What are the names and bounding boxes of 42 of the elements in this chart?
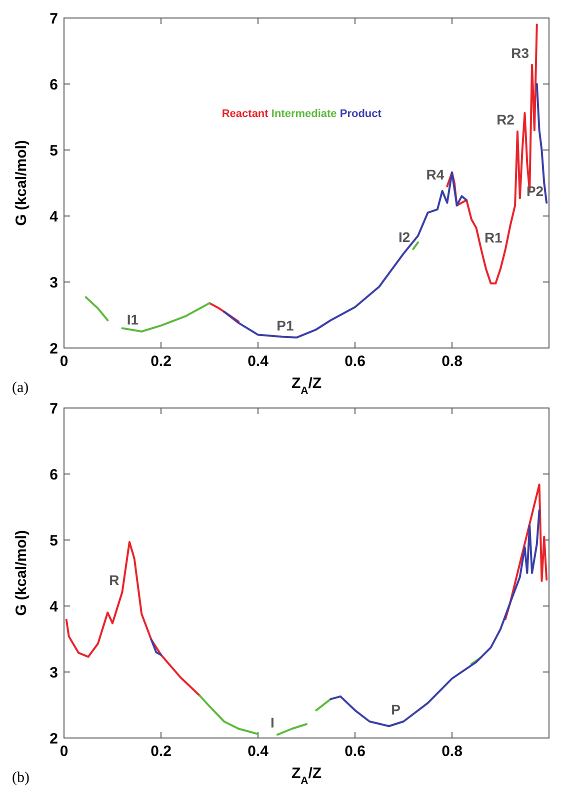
y-tick-label: 4: [50, 208, 59, 226]
annotation: P1: [276, 317, 294, 334]
y-axis-title: G (kcal/mol): [13, 530, 30, 616]
y-tick-label: 5: [50, 142, 58, 160]
x-axis-title: Z$_{A}$/Z: [291, 765, 322, 787]
annotation: R1: [484, 230, 503, 246]
y-tick-label: 6: [50, 466, 58, 484]
y-tick-label: 6: [50, 76, 58, 94]
text: (b): [12, 770, 30, 786]
x-tick-label: 0.6: [344, 743, 366, 760]
y-tick-label: 5: [50, 532, 58, 550]
x-tick-label: 0.2: [150, 353, 172, 370]
y-tick-label: 2: [50, 730, 58, 748]
x-tick-label: 0.8: [442, 353, 462, 370]
y-tick-label: 3: [50, 664, 58, 682]
y-axis-title: G (kcal/mol): [13, 140, 30, 226]
annotation: P2: [526, 182, 544, 199]
x-tick-label: 0.4: [248, 743, 270, 760]
y-tick-label: 7: [50, 400, 58, 418]
annotation: I1: [126, 312, 139, 328]
annotation: R2: [496, 112, 515, 128]
x-tick-label: 0: [60, 353, 68, 370]
x-tick-label: 0.6: [344, 353, 366, 370]
annotation: R: [109, 572, 120, 588]
x-tick-label: 0: [60, 743, 68, 760]
y-tick-label: 2: [50, 340, 58, 358]
x-tick-label: 0.4: [248, 353, 270, 370]
y-tick-label: 4: [50, 598, 59, 616]
annotation: I: [270, 714, 274, 731]
text: Intermediate: [268, 108, 337, 120]
text: Product: [336, 108, 382, 120]
y-tick-label: 3: [50, 274, 58, 292]
y-tick-label: 7: [50, 10, 58, 28]
x-tick-label: 0.2: [150, 743, 172, 760]
text: Reactant: [222, 108, 269, 120]
x-tick-label: 0.8: [442, 743, 462, 760]
annotation: R4: [426, 166, 444, 182]
text: (a): [12, 380, 29, 396]
annotation: P: [391, 702, 400, 718]
x-axis-title: Z$_{A}$/Z: [291, 375, 322, 397]
annotation: R3: [511, 44, 530, 61]
annotation: I2: [398, 229, 410, 245]
